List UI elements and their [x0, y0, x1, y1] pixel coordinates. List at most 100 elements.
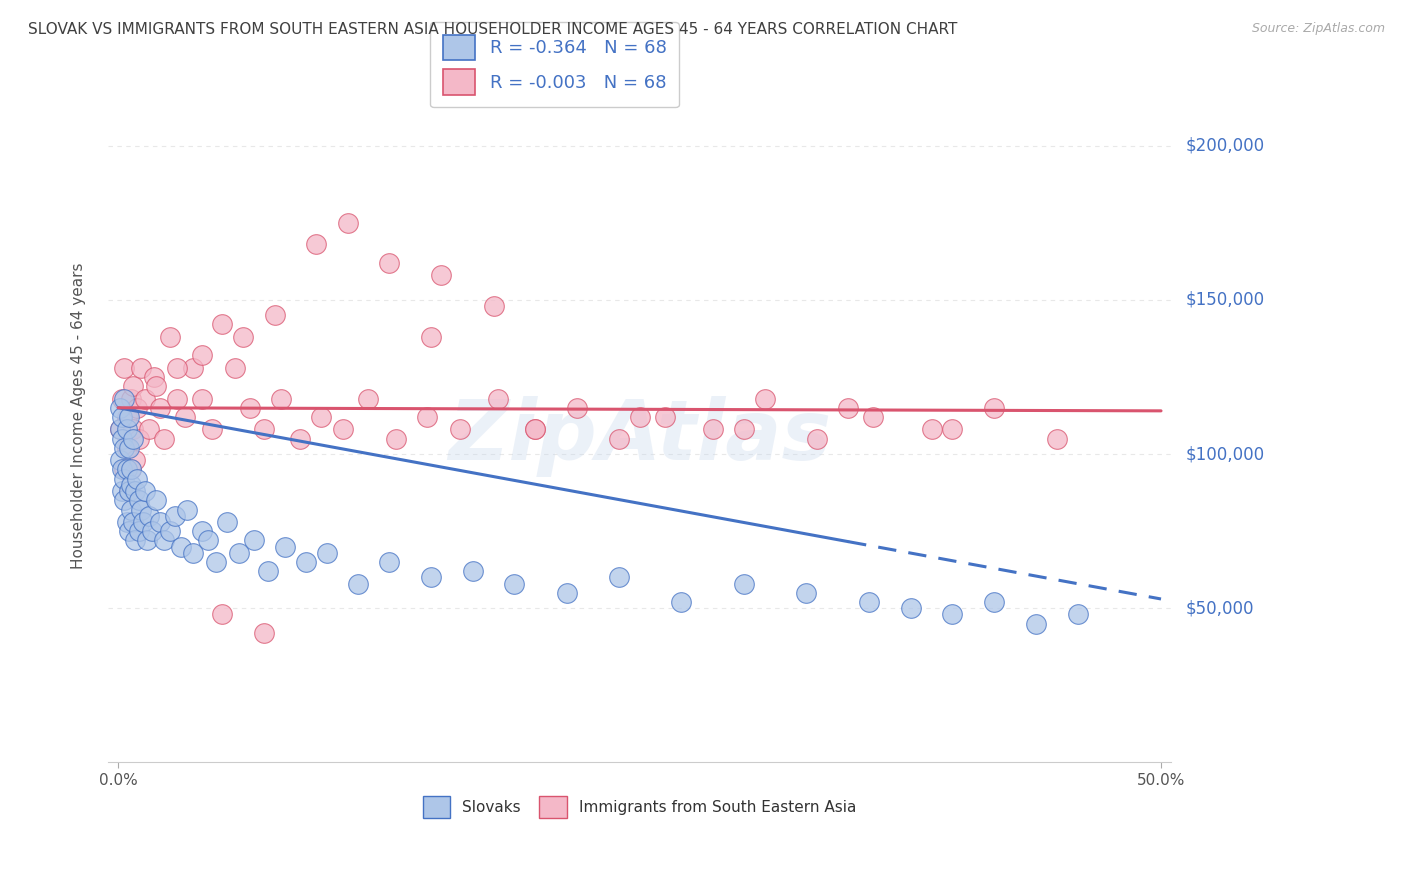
Point [900, 601, 922, 615]
Text: $50,000: $50,000 [1185, 599, 1254, 617]
Point [941, 422, 963, 436]
Point [347, 576, 370, 591]
Point [111, 410, 134, 425]
Point [733, 576, 755, 591]
Point [211, 318, 233, 332]
Point [416, 410, 439, 425]
Point [263, 308, 285, 322]
Point [125, 401, 148, 415]
Point [117, 524, 139, 538]
Point [384, 432, 406, 446]
Point [129, 502, 152, 516]
Text: $150,000: $150,000 [1185, 291, 1264, 309]
Point [197, 533, 219, 548]
Point [129, 360, 152, 375]
Point [110, 422, 132, 436]
Point [796, 586, 818, 600]
Point [420, 330, 443, 344]
Point [124, 483, 146, 498]
Point [449, 422, 471, 436]
Point [1046, 432, 1069, 446]
Point [128, 524, 150, 538]
Point [115, 462, 138, 476]
Point [201, 422, 224, 436]
Point [114, 392, 136, 406]
Point [232, 330, 254, 344]
Point [117, 441, 139, 455]
Legend: Slovaks, Immigrants from South Eastern Asia: Slovaks, Immigrants from South Eastern A… [416, 790, 863, 824]
Point [141, 524, 163, 538]
Point [111, 483, 134, 498]
Point [124, 533, 146, 548]
Point [671, 595, 693, 609]
Point [115, 441, 138, 455]
Point [114, 493, 136, 508]
Point [228, 546, 250, 560]
Point [257, 564, 280, 578]
Point [114, 472, 136, 486]
Text: $200,000: $200,000 [1185, 136, 1264, 154]
Point [114, 441, 136, 455]
Point [117, 410, 139, 425]
Point [145, 493, 167, 508]
Point [837, 401, 859, 415]
Point [145, 379, 167, 393]
Point [983, 401, 1005, 415]
Point [921, 422, 943, 436]
Point [121, 515, 143, 529]
Point [121, 379, 143, 393]
Point [862, 410, 884, 425]
Point [181, 360, 204, 375]
Point [117, 483, 139, 498]
Point [134, 392, 156, 406]
Point [111, 432, 134, 446]
Point [115, 422, 138, 436]
Point [120, 502, 142, 516]
Point [120, 478, 142, 492]
Point [120, 462, 142, 476]
Text: Source: ZipAtlas.com: Source: ZipAtlas.com [1251, 22, 1385, 36]
Point [153, 533, 176, 548]
Point [120, 392, 142, 406]
Point [503, 576, 526, 591]
Point [114, 360, 136, 375]
Point [136, 533, 159, 548]
Point [128, 432, 150, 446]
Point [190, 348, 212, 362]
Point [1025, 616, 1047, 631]
Point [132, 515, 155, 529]
Point [159, 330, 181, 344]
Point [138, 508, 160, 523]
Point [288, 432, 311, 446]
Point [117, 483, 139, 498]
Point [124, 453, 146, 467]
Point [486, 392, 509, 406]
Point [461, 564, 484, 578]
Point [170, 540, 193, 554]
Point [253, 626, 276, 640]
Point [138, 422, 160, 436]
Point [211, 607, 233, 622]
Point [110, 401, 132, 415]
Point [524, 422, 547, 436]
Point [482, 299, 505, 313]
Point [607, 570, 630, 584]
Point [305, 237, 328, 252]
Point [607, 432, 630, 446]
Point [115, 515, 138, 529]
Point [142, 370, 165, 384]
Point [733, 422, 755, 436]
Point [315, 546, 337, 560]
Point [565, 401, 588, 415]
Point [274, 540, 297, 554]
Point [166, 360, 188, 375]
Point [242, 533, 264, 548]
Point [110, 422, 132, 436]
Point [224, 360, 246, 375]
Point [190, 392, 212, 406]
Point [121, 432, 143, 446]
Point [858, 595, 880, 609]
Point [110, 453, 132, 467]
Point [205, 555, 228, 569]
Point [166, 392, 188, 406]
